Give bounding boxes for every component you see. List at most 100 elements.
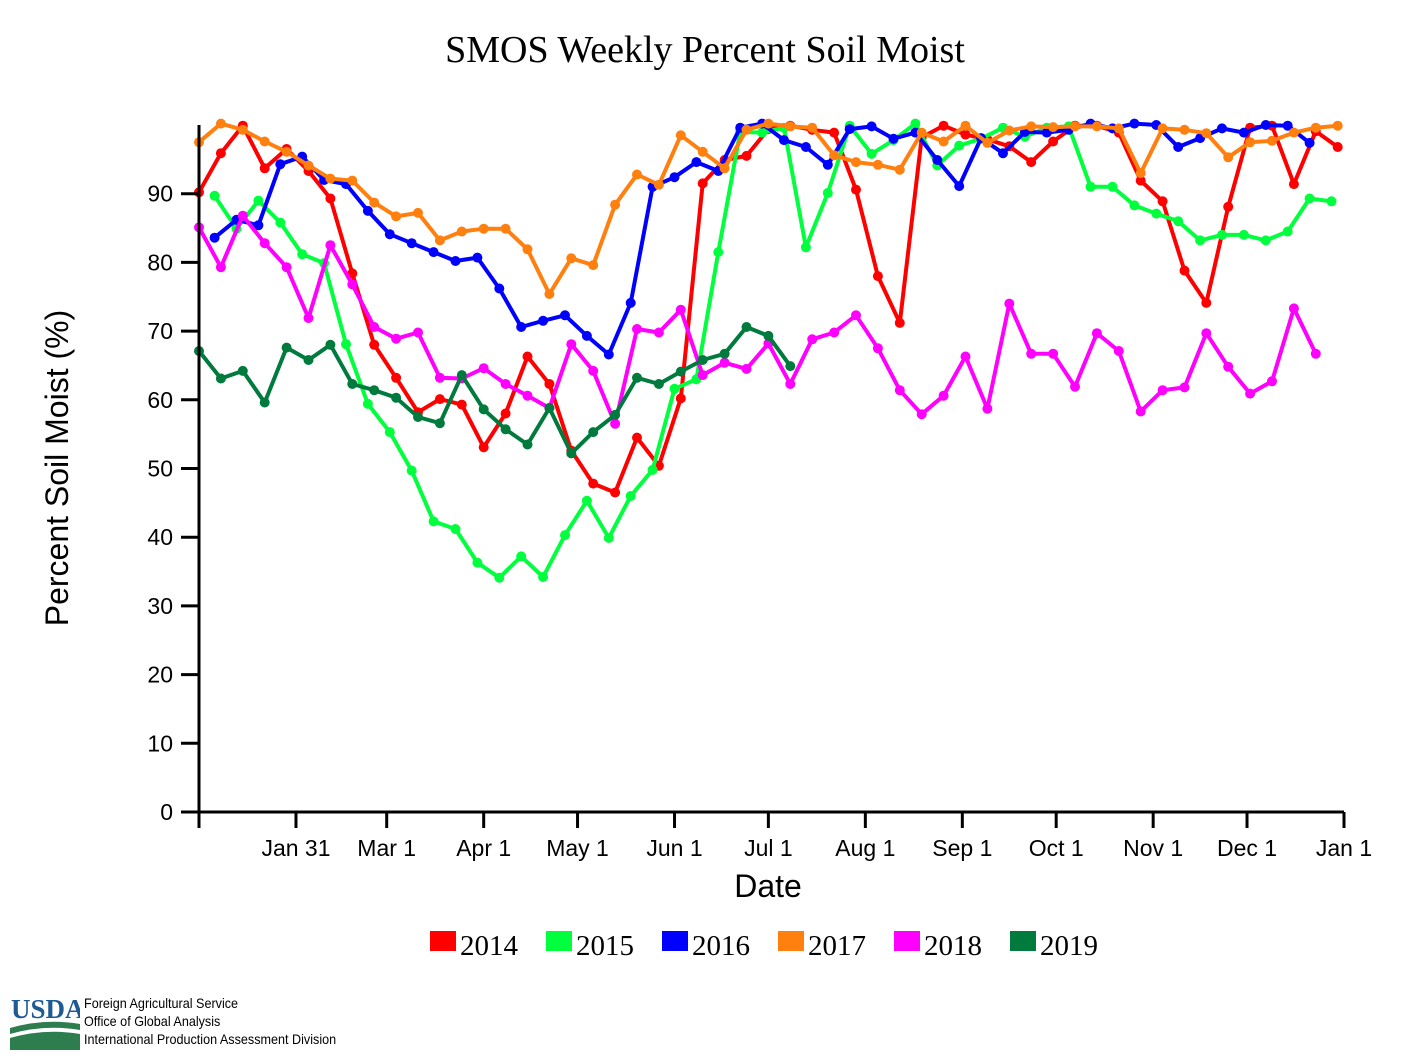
data-point xyxy=(829,327,840,338)
data-point xyxy=(588,478,599,489)
data-point xyxy=(253,220,264,231)
data-point xyxy=(632,169,642,180)
data-point xyxy=(428,516,439,527)
data-point xyxy=(1157,385,1168,396)
legend-label: 2018 xyxy=(924,930,982,962)
data-point xyxy=(785,121,796,132)
data-point xyxy=(588,260,599,271)
data-point xyxy=(960,351,971,362)
data-point xyxy=(785,361,796,372)
data-point xyxy=(982,403,993,414)
data-point xyxy=(1135,406,1146,417)
data-point xyxy=(369,322,380,332)
data-point xyxy=(669,383,680,394)
y-tick-label: 80 xyxy=(147,249,173,275)
data-point xyxy=(1223,201,1234,212)
data-point xyxy=(391,211,402,222)
data-point xyxy=(522,351,533,362)
data-point xyxy=(325,339,336,350)
data-point xyxy=(1157,196,1168,207)
data-point xyxy=(763,118,774,129)
data-point xyxy=(1048,122,1059,133)
data-point xyxy=(1267,135,1277,146)
data-point xyxy=(259,397,270,408)
data-point xyxy=(610,487,621,498)
data-point xyxy=(1310,348,1321,359)
legend-item-2014: 2014 xyxy=(430,930,519,962)
data-point xyxy=(632,432,642,443)
x-tick-label: Apr 1 xyxy=(456,835,511,861)
data-point xyxy=(1026,348,1037,359)
x-tick-label: Jun 1 xyxy=(646,835,702,861)
data-point xyxy=(413,412,423,422)
data-point xyxy=(1332,142,1343,152)
data-point xyxy=(303,160,314,171)
data-point xyxy=(872,343,883,354)
data-point xyxy=(894,317,905,328)
data-point xyxy=(1245,137,1256,148)
data-point xyxy=(1113,346,1124,356)
data-point xyxy=(1091,121,1102,132)
agency-line-2: Office of Global Analysis xyxy=(84,1013,221,1029)
data-point xyxy=(1113,123,1124,134)
legend-label: 2017 xyxy=(808,930,866,962)
data-point xyxy=(500,408,511,419)
y-axis-title: Percent Soil Moist (%) xyxy=(39,310,75,627)
data-point xyxy=(1332,120,1343,131)
data-point xyxy=(603,532,614,543)
data-point xyxy=(1004,125,1015,136)
data-point xyxy=(932,155,943,165)
legend-label: 2016 xyxy=(692,930,750,962)
data-point xyxy=(478,223,489,234)
data-point xyxy=(829,150,840,161)
x-tick-label: Jul 1 xyxy=(744,835,793,861)
data-point xyxy=(954,181,965,192)
data-point xyxy=(494,283,505,294)
data-point xyxy=(281,342,292,353)
series-line xyxy=(197,123,1339,495)
data-point xyxy=(697,178,708,189)
data-point xyxy=(325,193,336,204)
data-point xyxy=(610,409,621,420)
data-point xyxy=(581,330,592,341)
data-point xyxy=(954,140,965,151)
legend-item-2019: 2019 xyxy=(1010,930,1098,962)
data-point xyxy=(253,195,264,206)
data-point xyxy=(478,442,489,453)
legend-swatch xyxy=(1010,931,1036,951)
data-point xyxy=(1201,128,1212,139)
y-axis: 0 10 20 30 40 50 60 70 80 90 xyxy=(147,125,201,825)
x-tick-label: Aug 1 xyxy=(835,835,895,861)
x-axis: Jan 31 Mar 1 Apr 1 May 1 Jun 1 Jul 1 Aug 1 Sep … xyxy=(197,810,1372,861)
agency-line-1: Foreign Agricultural Service xyxy=(84,995,239,1011)
data-point xyxy=(844,124,855,135)
data-point xyxy=(500,223,511,234)
data-point xyxy=(1282,226,1293,237)
data-point xyxy=(1260,235,1271,246)
x-tick-label: Jan 31 xyxy=(261,835,330,861)
data-point xyxy=(209,190,220,201)
data-point xyxy=(215,118,226,129)
data-point xyxy=(478,363,489,374)
data-point xyxy=(982,137,993,148)
data-point xyxy=(938,120,949,131)
data-point xyxy=(741,322,752,332)
data-point xyxy=(822,159,833,170)
series-line xyxy=(197,325,792,456)
data-point xyxy=(938,136,949,147)
data-point xyxy=(1238,127,1249,138)
legend-swatch xyxy=(662,931,688,951)
data-point xyxy=(500,424,511,435)
legend-swatch xyxy=(778,931,804,951)
data-point xyxy=(625,491,636,501)
data-point xyxy=(341,339,351,350)
x-axis-title: Date xyxy=(734,868,802,904)
data-point xyxy=(763,330,774,341)
series-line xyxy=(213,121,1311,357)
data-point xyxy=(303,355,314,365)
x-tick-label: Jan 1 xyxy=(1316,835,1372,861)
data-point xyxy=(406,465,417,476)
data-point xyxy=(384,427,395,438)
data-point xyxy=(719,357,730,368)
